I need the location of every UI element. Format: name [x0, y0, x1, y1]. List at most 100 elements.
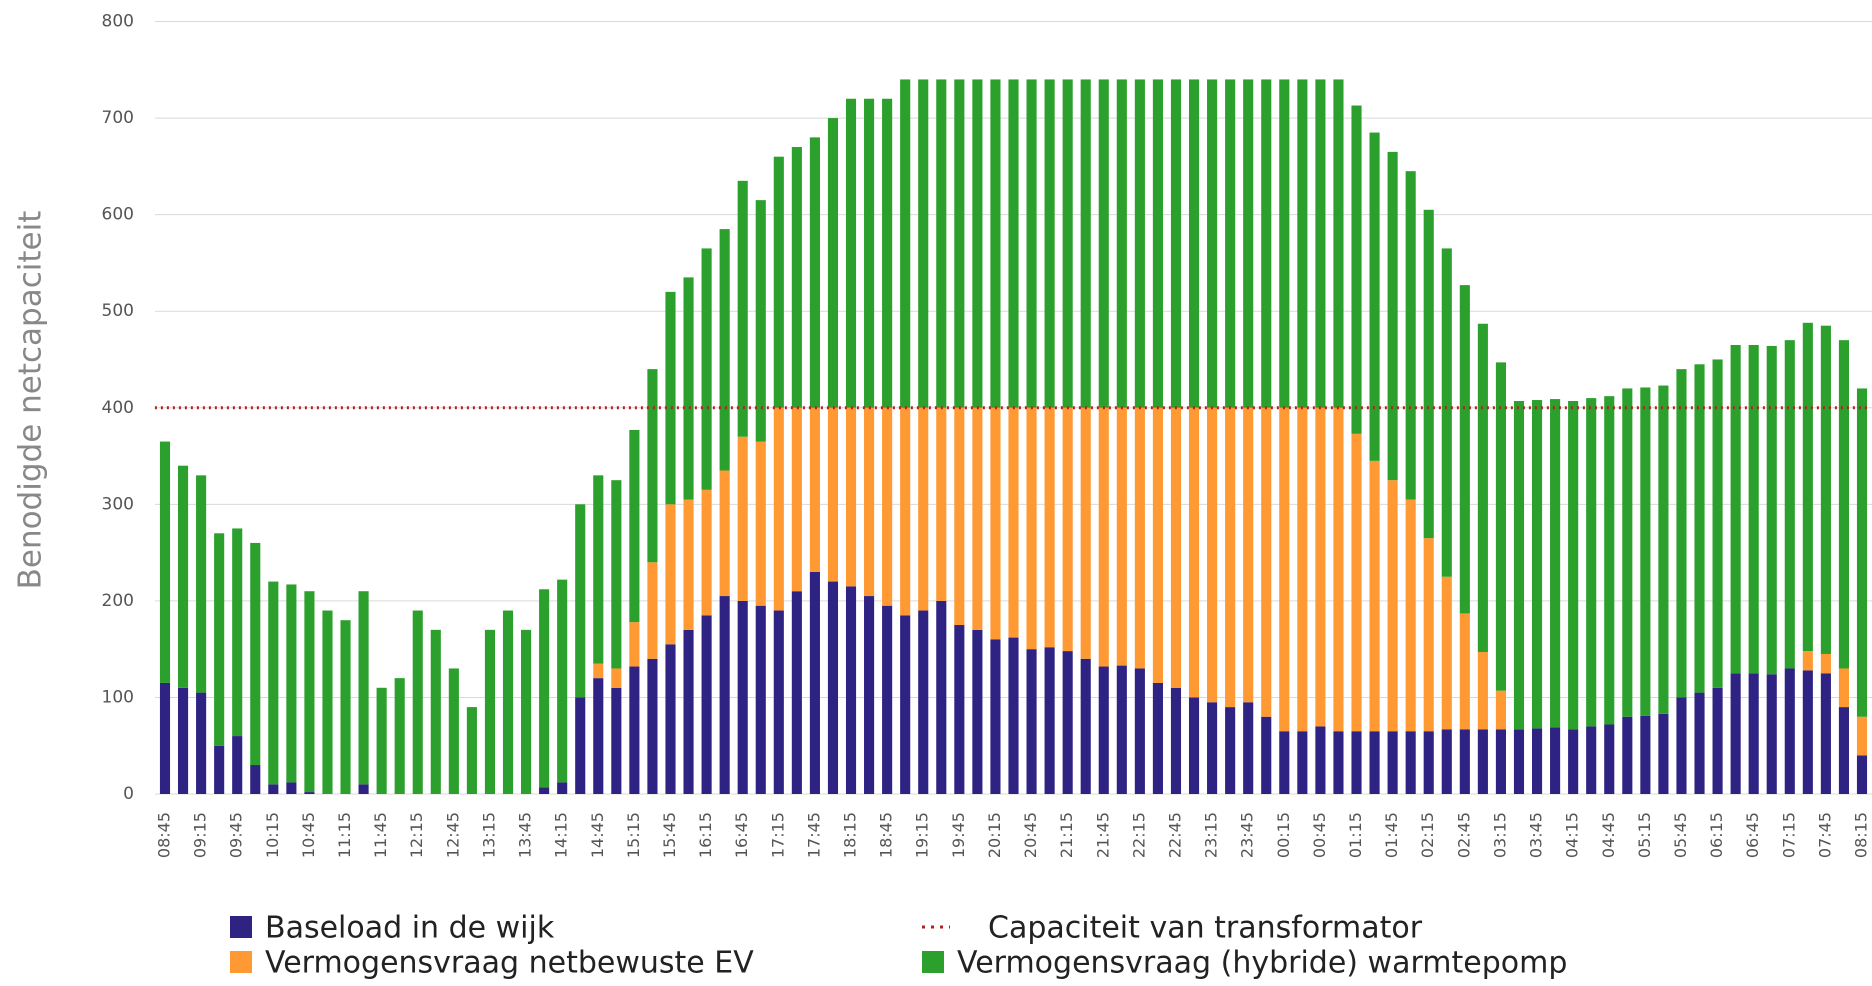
x-tick-label: 19:45 — [949, 812, 968, 858]
legend-swatch — [230, 916, 252, 938]
bar-segment — [1694, 692, 1705, 794]
bar-segment — [1188, 407, 1200, 698]
bar-segment — [1297, 79, 1308, 408]
bar-segment — [1225, 707, 1236, 794]
x-tick-label: 03:45 — [1527, 812, 1546, 858]
bar-segment — [954, 625, 965, 794]
bar-segment — [1856, 755, 1868, 794]
bar-segment — [1405, 499, 1416, 732]
bar-segment — [1802, 322, 1813, 652]
bar-segment — [1044, 647, 1055, 794]
bar-segment — [918, 407, 929, 611]
bar-segment — [1170, 407, 1182, 688]
x-tick-label: 18:15 — [841, 812, 860, 858]
bar-segment — [1152, 79, 1163, 408]
bar-segment — [845, 586, 857, 794]
bar-segment — [990, 79, 1001, 408]
bar-segment — [972, 79, 983, 408]
bar-segment — [1477, 323, 1488, 653]
y-tick-label: 100 — [102, 687, 134, 707]
bar-segment — [737, 600, 748, 794]
bar-segment — [1207, 702, 1218, 794]
x-tick-label: 18:45 — [877, 812, 896, 858]
bar-segment — [1008, 637, 1019, 794]
x-tick-label: 22:15 — [1129, 812, 1148, 858]
x-tick-label: 15:15 — [624, 812, 643, 858]
bar-segment — [900, 407, 911, 616]
bar-segment — [1279, 79, 1290, 408]
x-tick-label: 23:45 — [1238, 812, 1257, 858]
bar-segment — [773, 610, 784, 794]
bar-segment — [1712, 687, 1723, 794]
bar-segment — [954, 79, 965, 408]
bar-segment — [665, 644, 676, 794]
bar-segment — [1243, 79, 1254, 408]
bar-segment — [1550, 727, 1561, 794]
bar-segment — [1568, 400, 1579, 730]
bar-segment — [864, 596, 875, 794]
legend-label: Vermogensvraag (hybride) warmtepomp — [957, 946, 1567, 981]
bar-segment — [376, 687, 387, 794]
bar-segment — [1008, 407, 1019, 638]
bar-segment — [1622, 716, 1633, 794]
bar-segment — [1062, 79, 1073, 408]
bar-segment — [1802, 670, 1813, 794]
bar-segment — [1405, 171, 1416, 500]
bar-segment — [611, 668, 622, 688]
bar-segment — [1170, 79, 1182, 408]
bar-segment — [177, 687, 189, 794]
bar-segment — [936, 79, 947, 408]
legend-swatch — [230, 951, 252, 973]
y-tick-label: 800 — [102, 12, 134, 32]
bar-segment — [250, 542, 261, 766]
bar-segment — [827, 118, 839, 408]
bar-segment — [1315, 407, 1326, 727]
bar-segment — [1423, 538, 1434, 732]
bar-segment — [1640, 387, 1651, 716]
bar-segment — [232, 528, 243, 737]
bar-segment — [629, 429, 640, 623]
bar-segment — [1784, 668, 1795, 794]
bar-segment — [1568, 729, 1579, 794]
x-tick-label: 12:45 — [443, 812, 462, 858]
bar-segment — [286, 584, 297, 783]
bar-segment — [1604, 724, 1615, 794]
x-tick-label: 16:15 — [696, 812, 715, 858]
bar-segment — [286, 782, 297, 794]
bar-segment — [1080, 658, 1091, 794]
bar-segment — [773, 156, 784, 408]
bar-segment — [1459, 613, 1470, 730]
bar-segment — [1062, 651, 1073, 794]
bar-segment — [1098, 79, 1109, 408]
x-tick-label: 00:45 — [1310, 812, 1329, 858]
x-tick-label: 02:15 — [1418, 812, 1437, 858]
bar-segment — [719, 470, 730, 597]
bar-segment — [827, 407, 839, 582]
bar-segment — [1604, 396, 1615, 725]
bar-segment — [809, 137, 820, 408]
bar-segment — [809, 571, 820, 794]
bar-segment — [954, 407, 965, 626]
x-tick-label: 04:45 — [1599, 812, 1618, 858]
bar-segment — [593, 663, 604, 679]
bar-segment — [358, 591, 369, 785]
x-tick-label: 13:15 — [479, 812, 498, 858]
bar-segment — [214, 745, 225, 794]
bar-segment — [882, 98, 893, 408]
bar-segment — [1351, 433, 1362, 732]
x-tick-label: 21:45 — [1093, 812, 1112, 858]
bar-segment — [755, 605, 766, 794]
y-tick-label: 500 — [102, 301, 134, 321]
bar-segment — [1730, 673, 1741, 794]
bar-segment — [701, 248, 712, 490]
bar-segment — [1730, 344, 1741, 674]
bar-segment — [1838, 707, 1850, 794]
bar-segment — [1658, 385, 1669, 714]
bar-segment — [1820, 673, 1831, 794]
bar-segment — [196, 475, 207, 693]
x-tick-label: 09:15 — [191, 812, 210, 858]
x-tick-label: 01:45 — [1382, 812, 1401, 858]
bar-segment — [1351, 105, 1362, 434]
x-tick-label: 06:45 — [1743, 812, 1762, 858]
